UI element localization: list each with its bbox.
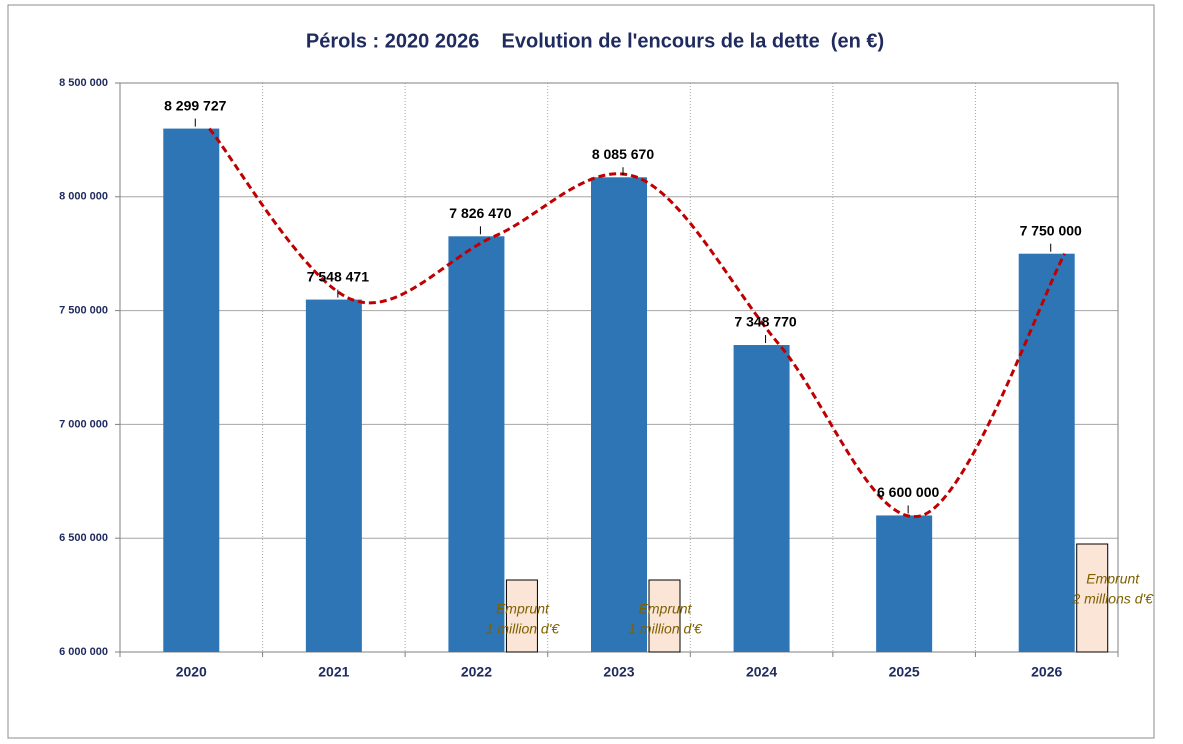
x-tick-label: 2021 — [318, 664, 349, 680]
x-tick-label: 2020 — [176, 664, 207, 680]
bar — [733, 345, 790, 652]
data-label: 8 085 670 — [592, 146, 654, 162]
loan-label: 1 million d'€ — [628, 621, 703, 637]
chart-title: Pérols : 2020 2026 Evolution de l'encour… — [306, 30, 884, 52]
loan-box — [1076, 543, 1109, 653]
loan-label: Emprunt — [1086, 571, 1140, 587]
loan-label: Emprunt — [496, 601, 550, 617]
bar — [591, 177, 647, 652]
y-tick-label: 7 500 000 — [59, 305, 108, 317]
x-tick-label: 2023 — [603, 664, 634, 680]
y-tick-label: 6 000 000 — [59, 646, 108, 658]
data-label: 6 600 000 — [877, 484, 939, 500]
trend-line — [208, 127, 1067, 519]
bar — [876, 515, 933, 652]
x-tick-label: 2025 — [889, 664, 920, 680]
y-tick-label: 8 000 000 — [59, 191, 108, 203]
y-tick-label: 7 000 000 — [59, 418, 108, 430]
bar — [163, 128, 220, 652]
x-tick-label: 2026 — [1031, 664, 1062, 680]
loan-label: Emprunt — [639, 601, 693, 617]
data-label: 7 348 770 — [734, 314, 796, 330]
data-label: 7 750 000 — [1020, 222, 1082, 238]
y-tick-label: 8 500 000 — [59, 77, 108, 89]
loan-label: 1 million d'€ — [486, 621, 561, 637]
bar — [305, 299, 362, 652]
y-tick-label: 6 500 000 — [59, 532, 108, 544]
data-label: 7 548 471 — [307, 268, 369, 284]
bar — [448, 236, 505, 653]
loan-box — [505, 579, 538, 653]
bar — [1018, 253, 1075, 652]
data-label: 8 299 727 — [164, 97, 226, 113]
x-tick-label: 2022 — [461, 664, 492, 680]
data-label: 7 826 470 — [449, 205, 511, 221]
loan-label: 2 millions d'€ — [1071, 591, 1154, 607]
x-tick-label: 2024 — [746, 664, 777, 680]
loan-box — [648, 579, 681, 653]
